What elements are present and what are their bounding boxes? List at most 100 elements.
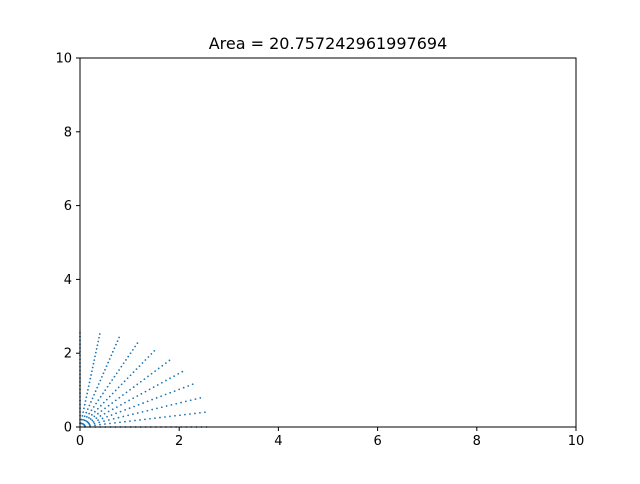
scatter-point [97,399,100,402]
scatter-point [91,397,94,400]
scatter-point [136,383,139,386]
scatter-point [82,418,85,421]
scatter-point [86,392,89,395]
y-tick-label: 2 [64,347,72,362]
scatter-point [124,401,126,404]
scatter-point [161,364,164,367]
scatter-point [191,383,194,386]
scatter-point [129,374,132,377]
scatter-point [146,400,149,403]
scatter-point [125,391,128,394]
scatter-point [85,411,88,414]
scatter-point [179,414,181,417]
x-tick-label: 2 [175,434,183,449]
scatter-point [95,402,97,405]
scatter-point [178,388,181,391]
scatter-point [107,361,110,364]
scatter-point [94,355,96,358]
scatter-point [106,385,109,388]
scatter-point [132,397,135,400]
scatter-point [152,386,155,389]
scatter-point [150,372,153,375]
scatter-point [88,381,91,384]
scatter-point [149,417,151,420]
scatter-point [96,407,99,410]
scatter-point [108,395,111,398]
scatter-point [111,350,114,353]
scatter-point [115,406,118,408]
scatter-point [105,398,108,401]
scatter-point [115,343,117,346]
scatter-point [93,415,96,418]
scatter-point [90,401,92,403]
scatter-point [139,380,142,383]
scatter-point [92,362,95,365]
plot-frame [79,57,577,428]
scatter-point [102,372,105,375]
scatter-point [103,412,106,415]
scatter-point [160,381,163,384]
scatter-point [181,370,184,373]
scatter-point [118,396,121,399]
scatter-point [95,348,98,350]
scatter-point [199,397,202,399]
scatter-point [112,417,115,420]
scatter-point [184,413,186,416]
scatter-point [84,400,87,402]
scatter-point [109,422,111,425]
scatter-point [174,414,176,417]
scatter-point [87,385,90,388]
scatter-point [144,359,147,361]
scatter-point [99,415,102,417]
scatter-point [169,415,171,418]
scatter-point [147,356,150,358]
scatter-point [85,420,87,422]
scatter-point [129,420,131,423]
scatter-point [115,412,117,415]
scatter-point [95,417,98,420]
scatter-point [96,412,99,415]
scatter-point [85,416,88,418]
scatter-point [151,408,154,411]
scatter-point [110,414,113,416]
scatter-point [99,395,102,398]
scatter-point [81,414,84,417]
scatter-point [108,382,111,385]
scatter-point [173,375,176,378]
scatter-point [136,342,139,345]
scatter-point [117,386,120,389]
scatter-point [104,368,106,371]
x-tick-label: 0 [76,434,84,449]
scatter-point [96,386,99,389]
scatter-point [124,420,126,423]
scatter-point [127,414,130,417]
scatter-point [173,390,176,393]
scatter-point [97,419,99,422]
scatter-point [101,417,104,420]
scatter-point [187,385,190,387]
scatter-point [93,359,96,361]
scatter-point [124,409,126,411]
scatter-point [157,367,160,370]
scatter-point [128,407,131,410]
scatter-point [93,422,96,425]
scatter-point [129,388,131,391]
scatter-point [189,399,192,402]
scatter-point [143,378,146,380]
scatter-point [99,379,102,382]
scatter-point [141,410,144,413]
scatter-point [98,333,101,335]
y-tick-label: 4 [64,273,72,288]
scatter-point [138,365,141,367]
scatter-point [111,402,114,404]
scatter-point [102,401,105,404]
scatter-point [94,424,96,427]
x-tick-label: 8 [473,434,481,449]
scatter-point [94,351,97,354]
scatter-point [90,370,93,373]
scatter-point [144,418,146,421]
chart-title: Area = 20.757242961997694 [209,34,448,53]
scatter-point [108,358,111,360]
scatter-point [168,359,171,362]
scatter-point [126,377,129,380]
